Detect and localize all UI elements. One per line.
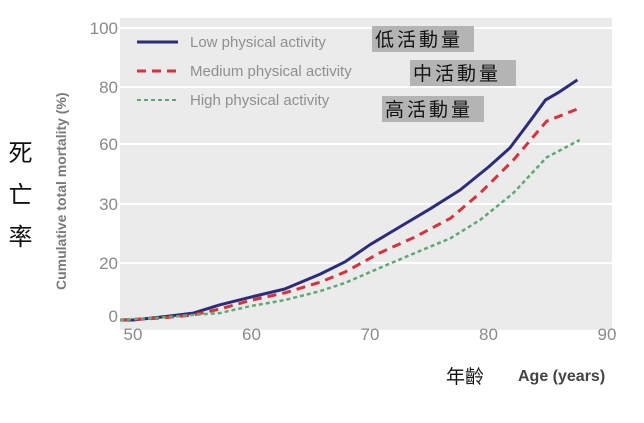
y-tick-label: 60 (99, 135, 118, 154)
y-tick-label: 100 (90, 19, 118, 38)
legend-label: Low physical activity (190, 34, 326, 51)
y-tick-label: 30 (99, 195, 118, 214)
legend-cn-highlight (382, 96, 484, 122)
x-tick-label: 50 (124, 325, 143, 344)
series-line-solid (120, 78, 579, 322)
x-tick-label: 70 (361, 325, 380, 344)
x-tick-label: 90 (598, 325, 617, 344)
y-axis-label: Cumulative total mortality (%) (53, 92, 69, 290)
legend-cn-highlight (410, 60, 516, 86)
legend-label: High physical activity (190, 92, 330, 109)
legend-label-cn: 低活動量 (375, 29, 463, 51)
y-axis-label-cn: 死亡率 (4, 140, 32, 266)
x-axis-label: Age (years) (518, 368, 605, 385)
legend-label-cn: 高活動量 (385, 99, 473, 121)
y-tick-label: 20 (99, 254, 118, 273)
x-tick-label: 60 (242, 325, 261, 344)
legend-label: Medium physical activity (190, 63, 352, 80)
series-line-dotted (119, 138, 581, 322)
x-axis-label-cn: 年齡 (446, 366, 484, 388)
legend-label-cn: 中活動量 (413, 63, 501, 85)
y-tick-label: 80 (99, 78, 118, 97)
series-line-dashed (119, 106, 581, 322)
y-tick-label: 0 (109, 307, 118, 326)
legend-cn-highlight (372, 26, 474, 52)
plot-background (120, 18, 612, 330)
x-tick-label: 80 (479, 325, 498, 344)
